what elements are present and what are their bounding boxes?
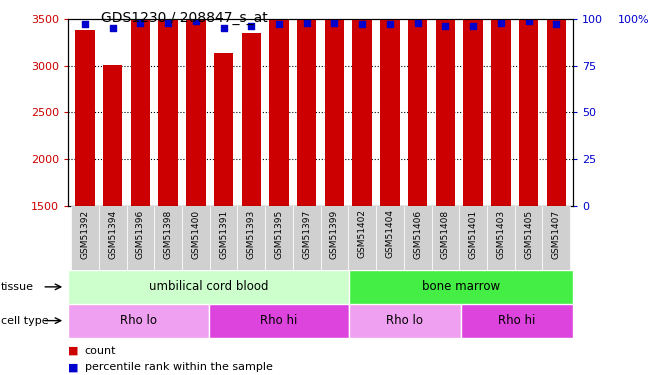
Text: count: count <box>85 346 116 355</box>
Point <box>163 20 173 26</box>
Bar <box>103 64 122 206</box>
Bar <box>487 206 515 270</box>
Bar <box>349 304 461 338</box>
Bar <box>71 206 99 270</box>
Text: cell type: cell type <box>1 316 48 326</box>
Text: GSM51398: GSM51398 <box>163 209 173 259</box>
Bar <box>242 33 261 206</box>
Bar <box>542 206 570 270</box>
Point <box>218 25 229 31</box>
Point <box>551 21 561 27</box>
Bar <box>491 0 510 206</box>
Bar <box>464 0 483 206</box>
Bar <box>210 206 238 270</box>
Bar <box>186 0 206 206</box>
Text: GSM51393: GSM51393 <box>247 209 256 259</box>
Bar <box>408 0 427 206</box>
Point <box>191 18 201 24</box>
Text: GSM51397: GSM51397 <box>302 209 311 259</box>
Bar <box>126 206 154 270</box>
Point <box>495 20 506 26</box>
Bar <box>154 206 182 270</box>
Text: ■: ■ <box>68 363 83 372</box>
Text: bone marrow: bone marrow <box>422 280 500 293</box>
Text: Rho hi: Rho hi <box>498 314 536 327</box>
Bar <box>238 206 265 270</box>
Bar <box>349 270 573 304</box>
Bar <box>404 206 432 270</box>
Bar <box>68 270 349 304</box>
Bar <box>76 30 94 206</box>
Text: Rho lo: Rho lo <box>120 314 157 327</box>
Point <box>440 23 450 29</box>
Bar <box>293 206 320 270</box>
Point <box>135 20 146 26</box>
Text: tissue: tissue <box>1 282 34 292</box>
Bar <box>461 304 573 338</box>
Text: ■: ■ <box>68 346 83 355</box>
Bar <box>265 206 293 270</box>
Text: GSM51394: GSM51394 <box>108 209 117 259</box>
Bar <box>432 206 459 270</box>
Text: GSM51402: GSM51402 <box>357 209 367 258</box>
Text: GSM51407: GSM51407 <box>552 209 561 259</box>
Text: GSM51408: GSM51408 <box>441 209 450 259</box>
Point <box>523 18 534 24</box>
Bar <box>380 4 400 206</box>
Text: GSM51395: GSM51395 <box>275 209 284 259</box>
Bar <box>320 206 348 270</box>
Text: GDS1230 / 208847_s_at: GDS1230 / 208847_s_at <box>101 11 268 25</box>
Bar <box>376 206 404 270</box>
Bar <box>325 0 344 206</box>
Text: GSM51401: GSM51401 <box>469 209 478 259</box>
Bar <box>158 0 178 206</box>
Bar <box>519 0 538 206</box>
Text: percentile rank within the sample: percentile rank within the sample <box>85 363 273 372</box>
Point <box>274 21 284 27</box>
Text: GSM51396: GSM51396 <box>136 209 145 259</box>
Bar <box>99 206 126 270</box>
Point <box>468 23 478 29</box>
Text: Rho lo: Rho lo <box>386 314 423 327</box>
Bar <box>182 206 210 270</box>
Text: GSM51404: GSM51404 <box>385 209 395 258</box>
Text: GSM51392: GSM51392 <box>81 209 89 259</box>
Text: umbilical cord blood: umbilical cord blood <box>148 280 268 293</box>
Point <box>357 21 367 27</box>
Bar <box>436 4 455 206</box>
Text: GSM51399: GSM51399 <box>330 209 339 259</box>
Bar <box>547 0 566 206</box>
Point <box>80 21 90 27</box>
Bar <box>459 206 487 270</box>
Bar <box>348 206 376 270</box>
Point <box>246 23 256 29</box>
Text: GSM51391: GSM51391 <box>219 209 228 259</box>
Bar <box>208 304 349 338</box>
Point <box>107 25 118 31</box>
Y-axis label: 100%: 100% <box>618 15 649 25</box>
Point <box>301 20 312 26</box>
Bar <box>515 206 542 270</box>
Bar <box>352 0 372 206</box>
Bar <box>297 10 316 206</box>
Text: GSM51400: GSM51400 <box>191 209 201 259</box>
Text: GSM51405: GSM51405 <box>524 209 533 259</box>
Text: GSM51406: GSM51406 <box>413 209 422 259</box>
Bar <box>68 304 208 338</box>
Point <box>329 20 340 26</box>
Bar <box>270 15 289 206</box>
Point <box>385 21 395 27</box>
Bar <box>131 1 150 206</box>
Text: Rho hi: Rho hi <box>260 314 298 327</box>
Text: GSM51403: GSM51403 <box>496 209 505 259</box>
Point <box>413 20 423 26</box>
Bar <box>214 53 233 206</box>
